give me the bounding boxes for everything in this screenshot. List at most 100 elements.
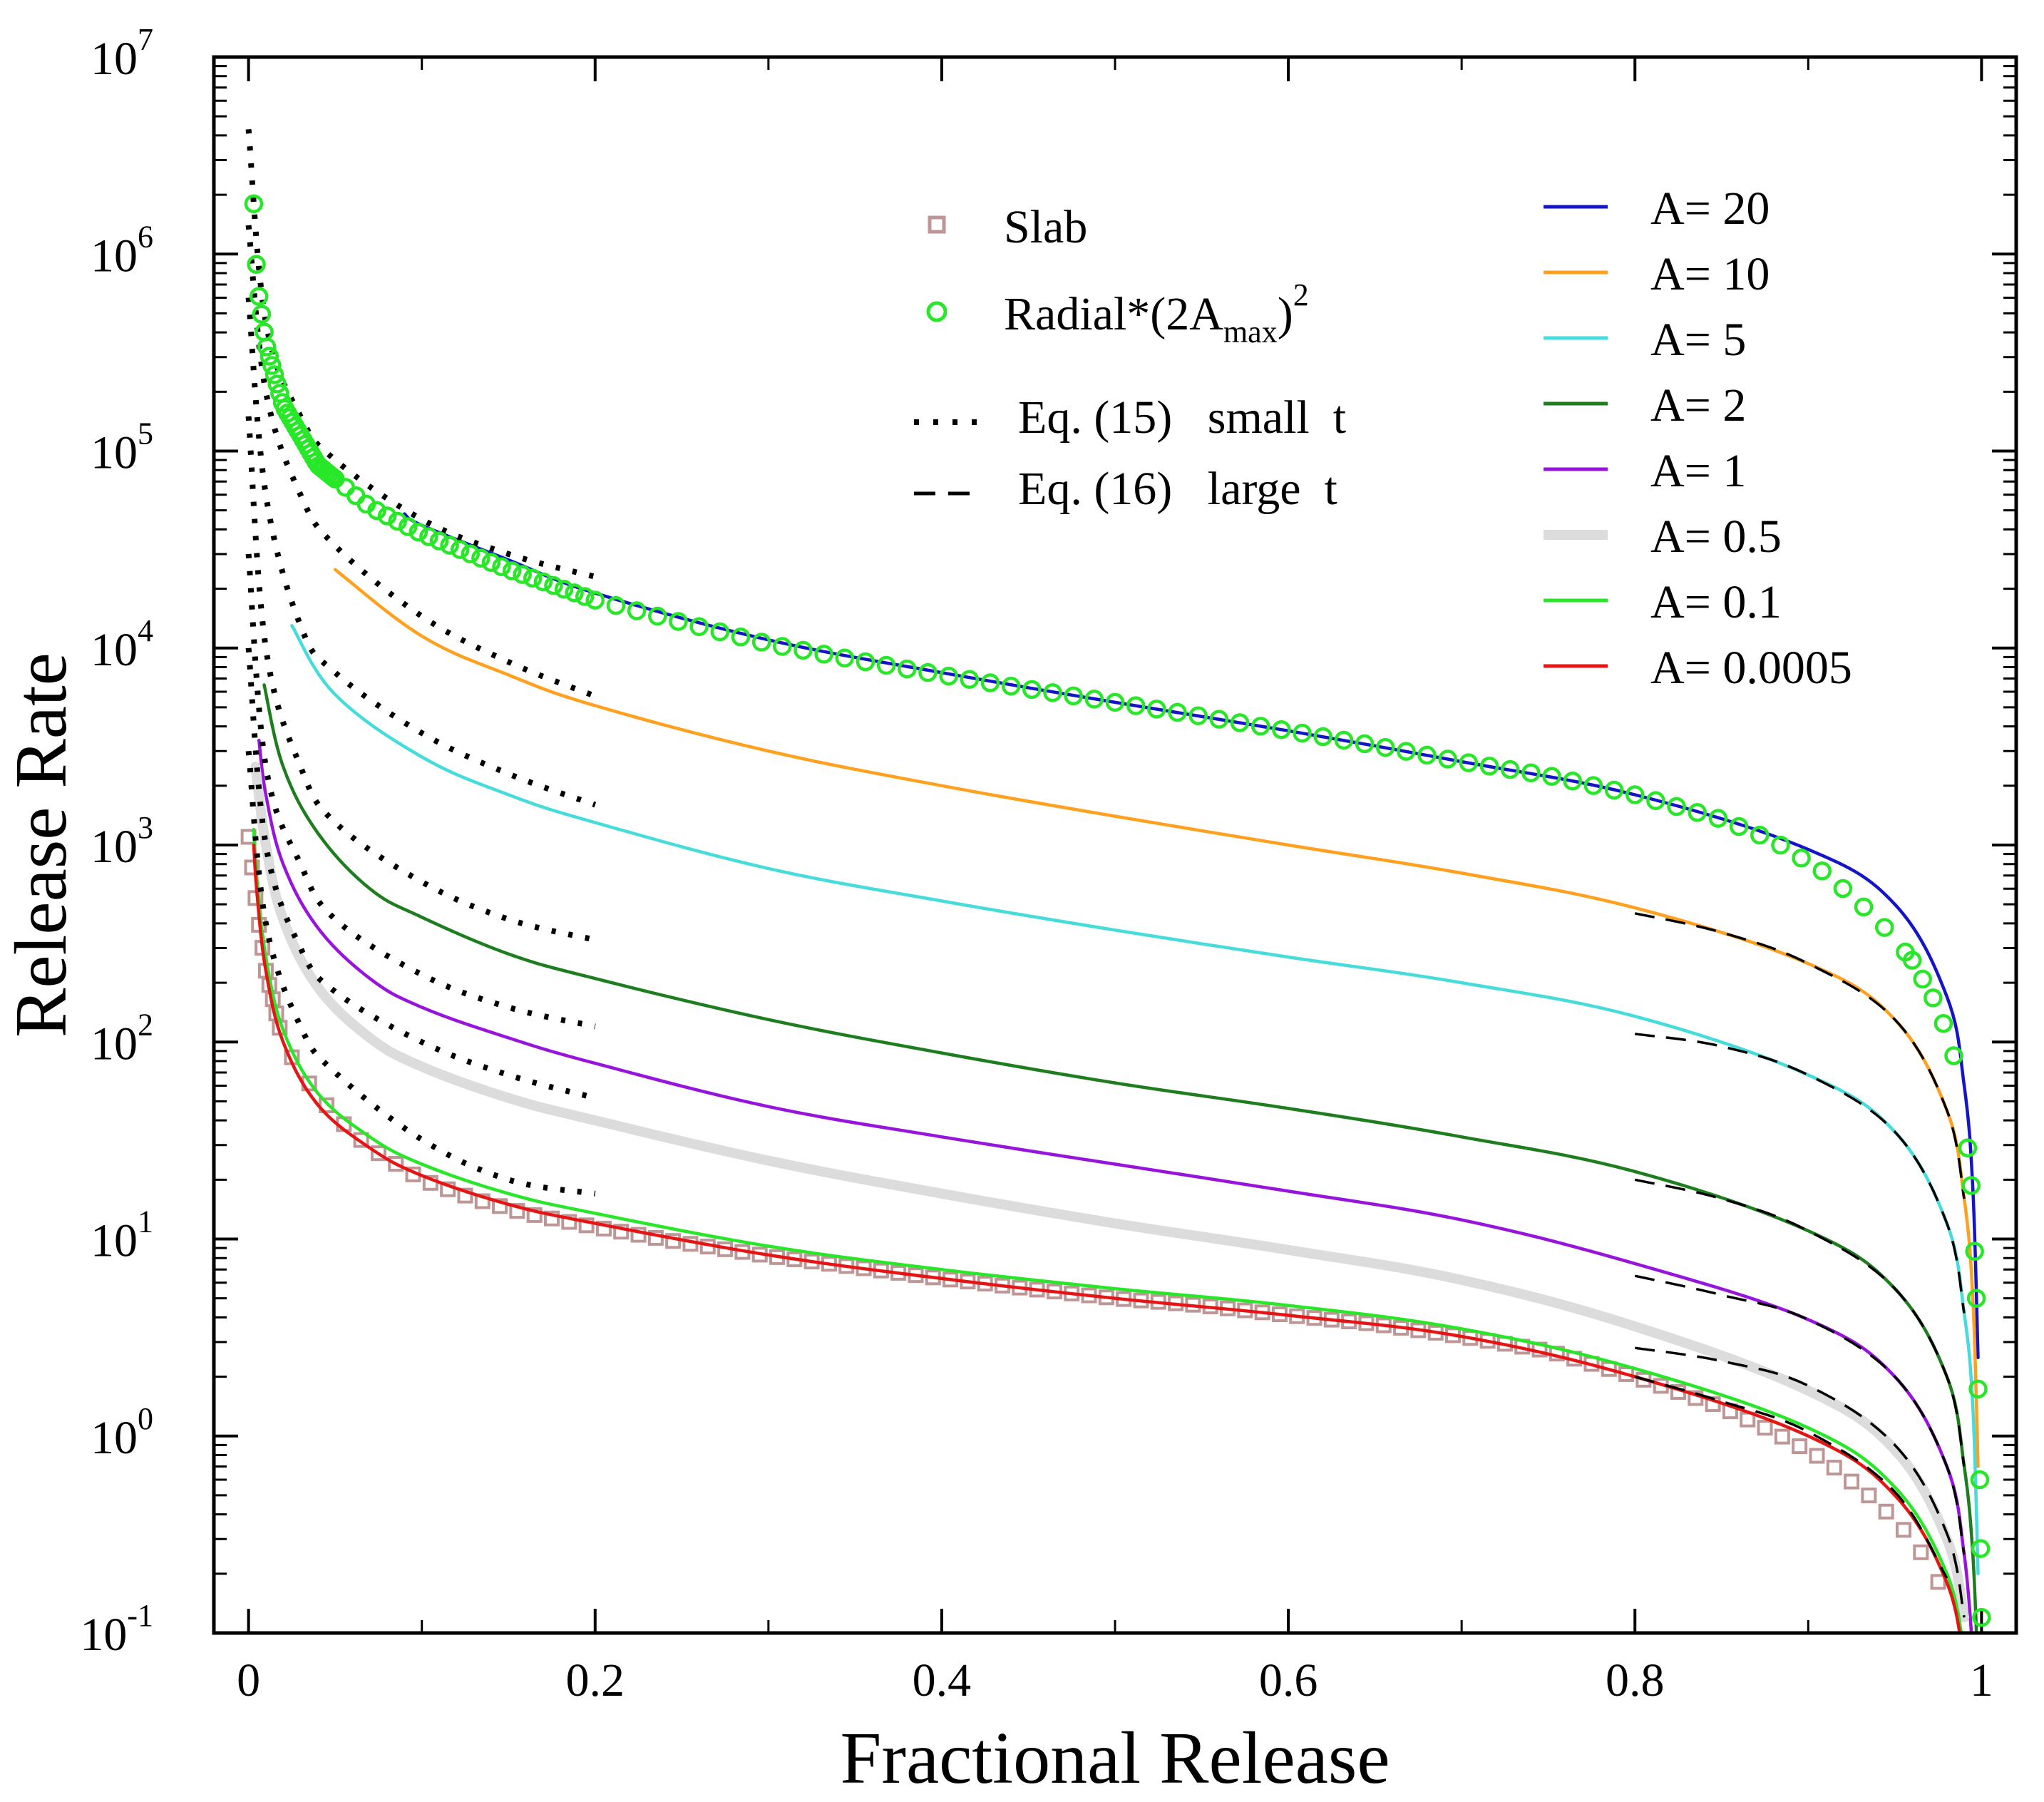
radial-point	[876, 655, 896, 675]
radial-point	[1902, 951, 1922, 970]
radial-point	[1972, 1607, 1991, 1627]
radial-point	[1355, 734, 1375, 754]
radial-point	[1750, 825, 1770, 845]
radial-point	[606, 595, 626, 615]
slab-point	[526, 1207, 543, 1223]
eq15-small-t-curve	[245, 647, 596, 1101]
x-tick-label: 1	[1970, 1654, 1993, 1706]
radial-point	[814, 645, 833, 664]
x-tick-label: 0.8	[1606, 1654, 1665, 1706]
radial-point	[1417, 745, 1437, 765]
y-tick-exp: -1	[127, 1598, 153, 1633]
radial-point	[1272, 720, 1291, 739]
radial-point	[1293, 723, 1312, 743]
radial-point	[627, 601, 647, 620]
radial-point	[1001, 676, 1021, 696]
y-tick-base: 10	[91, 1215, 138, 1267]
radial-point	[1833, 879, 1853, 899]
radial-point	[1968, 1379, 1988, 1399]
x-tick-label: 0	[237, 1654, 260, 1706]
legend-radial-label: Radial*(2Amax)2	[1004, 277, 1309, 349]
radial-point	[1334, 730, 1354, 750]
radial-point	[1924, 988, 1943, 1008]
radial-point	[585, 590, 605, 610]
radial-point	[244, 194, 264, 213]
radial-point	[409, 522, 428, 542]
radial-point	[554, 579, 574, 599]
radial-point	[1965, 1242, 1984, 1261]
radial-point	[710, 622, 730, 642]
slab-point	[457, 1187, 473, 1204]
radial-point	[1604, 780, 1624, 800]
radial-point	[367, 501, 386, 521]
radial-point	[1168, 702, 1187, 722]
series-line-A-20	[403, 512, 1980, 1360]
radial-point	[1771, 835, 1790, 855]
x-axis-title: Fractional Release	[840, 1717, 1390, 1799]
radial-point	[523, 568, 543, 588]
y-tick-label: 10-1	[80, 1598, 153, 1661]
y-tick-label: 105	[91, 416, 153, 479]
slab-point	[1826, 1460, 1842, 1476]
legend-slab-label: Slab	[1004, 201, 1087, 253]
slab-point	[1757, 1420, 1773, 1436]
eq15-small-t-curve	[245, 225, 597, 699]
radial-point	[249, 287, 269, 306]
legend-eq16-label: Eq. (16) large t	[1018, 463, 1337, 515]
eq16-large-t-curve	[1634, 1033, 1966, 1314]
legend-radial-sup: 2	[1293, 277, 1309, 312]
plot-frame	[212, 55, 2018, 1635]
y-tick-base: 10	[91, 1018, 138, 1070]
radial-point	[429, 531, 449, 551]
radial-point	[835, 648, 855, 668]
legend-radial-sub: max	[1223, 314, 1278, 349]
radial-point	[1792, 849, 1811, 868]
y-tick-exp: 2	[138, 1007, 153, 1042]
radial-point	[1438, 749, 1457, 769]
radial-point	[265, 365, 284, 384]
radial-point	[1729, 816, 1749, 836]
radial-point	[1542, 767, 1561, 787]
y-tick-label: 107	[91, 22, 153, 85]
radial-point	[1084, 690, 1104, 709]
radial-point	[1230, 713, 1250, 732]
legend-label-A-0_1: A= 0.1	[1650, 576, 1782, 628]
radial-point	[1583, 776, 1603, 795]
radial-point	[918, 662, 938, 682]
radial-point	[252, 304, 272, 324]
y-axis-title: Release Rate	[0, 652, 82, 1038]
radial-point	[1966, 1289, 1986, 1308]
slab-point	[1774, 1428, 1790, 1445]
slab-point	[613, 1224, 630, 1240]
slab-point	[474, 1193, 491, 1209]
y-tick-exp: 0	[138, 1401, 153, 1436]
radial-point	[260, 347, 279, 366]
y-tick-exp: 7	[138, 22, 153, 57]
legend-label-A-2: A= 2	[1650, 379, 1746, 431]
radial-point	[1971, 1539, 1991, 1558]
slab-point	[595, 1220, 612, 1237]
radial-point	[533, 572, 553, 592]
eq16-large-t-curve	[1634, 912, 1966, 1199]
y-tick-exp: 5	[138, 416, 153, 451]
slab-point	[1792, 1438, 1808, 1455]
radial-point	[1022, 680, 1042, 700]
y-tick-base: 10	[80, 1609, 127, 1661]
radial-point	[980, 673, 1000, 692]
radial-point	[669, 612, 688, 631]
radial-point	[513, 565, 532, 584]
radial-point	[492, 557, 511, 577]
slab-point	[509, 1203, 525, 1219]
radial-point	[648, 606, 667, 626]
radial-point	[1147, 700, 1166, 719]
legend-label-A-0_0005: A= 0.0005	[1650, 642, 1852, 694]
y-tick-exp: 4	[138, 613, 153, 648]
radial-point	[471, 548, 491, 568]
x-tick-label: 0.6	[1259, 1654, 1318, 1706]
slab-point	[1878, 1503, 1894, 1520]
radial-point	[461, 544, 481, 563]
radial-point	[1209, 710, 1229, 729]
legend-label-A-1: A= 1	[1650, 445, 1746, 497]
slab-point	[1844, 1473, 1860, 1490]
